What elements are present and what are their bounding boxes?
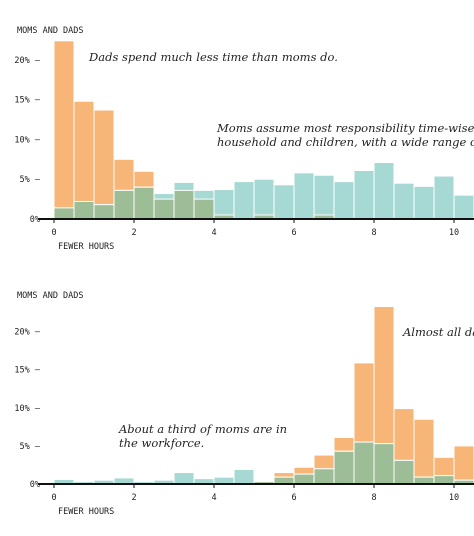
moms-bar — [233, 181, 255, 220]
moms-bar — [393, 182, 415, 220]
y-axis-ticks: 0% 5% – 10% – 15% – 20% – — [14, 328, 40, 490]
overlap-bar — [93, 204, 115, 220]
annotation-line: About a third of moms are in — [118, 422, 287, 436]
moms-bar — [233, 469, 255, 485]
overlap-bar — [413, 476, 435, 485]
y-tick-label: 5% – — [20, 442, 41, 452]
histogram-bars — [53, 40, 474, 220]
moms-bar — [353, 169, 375, 220]
overlap-bar — [373, 443, 395, 485]
y-tick-label: 15% – — [14, 366, 40, 376]
moms-bar — [333, 181, 355, 220]
x-tick-label: 4 — [211, 228, 216, 238]
chart-title: MOMS AND DADS — [17, 26, 84, 36]
x-axis-ticks: 0 2 4 6 8 10 — [51, 219, 459, 238]
x-tick-label: 10 — [449, 228, 459, 238]
y-axis-ticks: 0% 5% – 10% – 15% – 20% – — [14, 56, 40, 225]
annotation: About a third of moms are in the workfor… — [118, 422, 291, 450]
overlap-bar — [73, 201, 95, 220]
y-tick-label: 0% — [30, 480, 40, 490]
chart-panel-bottom: MOMS AND DADS 0% 5% – 10% – 15% – 20% – 0 2 4 6… — [14, 291, 474, 517]
annotation: Dads spend much less time than moms do. — [88, 50, 338, 64]
overlap-bar — [433, 475, 455, 485]
annotation: Almost all da — [402, 325, 474, 339]
y-tick-label: 0% — [30, 215, 40, 225]
x-axis-label: FEWER HOURS — [58, 507, 114, 517]
annotation-line: the workforce. — [119, 436, 204, 450]
overlap-bar — [333, 450, 355, 485]
x-tick-label: 8 — [371, 493, 376, 503]
moms-bar — [313, 174, 335, 220]
overlap-bar — [193, 198, 215, 220]
x-tick-label: 0 — [51, 228, 56, 238]
annotation-line: Almost all da — [402, 325, 474, 339]
annotation-line: Moms assume most responsibility time-wis… — [216, 121, 474, 135]
overlap-bar — [353, 441, 375, 485]
overlap-bar — [313, 468, 335, 485]
overlap-bar — [113, 189, 135, 220]
y-tick-label: 10% – — [14, 404, 40, 414]
x-tick-label: 2 — [131, 228, 136, 238]
x-tick-label: 0 — [51, 493, 56, 503]
x-tick-label: 8 — [371, 228, 376, 238]
overlap-bar — [53, 207, 75, 220]
y-tick-label: 5% – — [20, 175, 41, 185]
x-axis-label: FEWER HOURS — [58, 242, 114, 252]
histogram-bars — [53, 306, 474, 485]
moms-bar — [413, 185, 435, 220]
overlap-bar — [293, 473, 315, 485]
moms-bar — [373, 162, 395, 220]
x-tick-label: 10 — [449, 493, 459, 503]
chart-panel-top: MOMS AND DADS 0% 5% – 10% – 15% – 20% – 0 2 4 6… — [14, 26, 474, 252]
moms-bar — [293, 172, 315, 220]
y-tick-label: 20% – — [14, 56, 40, 66]
overlap-bar — [393, 459, 415, 485]
annotation-line: Dads spend much less time than moms do. — [88, 50, 338, 64]
annotation: Moms assume most responsibility time-wis… — [216, 121, 474, 149]
x-tick-label: 6 — [291, 493, 296, 503]
dads-bar — [93, 109, 115, 220]
overlap-bar — [153, 198, 175, 220]
chart-title: MOMS AND DADS — [17, 291, 84, 301]
x-tick-label: 4 — [211, 493, 216, 503]
moms-bar — [253, 178, 275, 220]
annotation-line: household and children, with a wide rang… — [217, 135, 474, 149]
moms-bar — [453, 194, 474, 220]
y-tick-label: 20% – — [14, 328, 40, 338]
overlap-bar — [173, 189, 195, 220]
x-tick-label: 2 — [131, 493, 136, 503]
moms-bar — [273, 184, 295, 220]
moms-bar — [173, 472, 195, 485]
moms-bar — [433, 175, 455, 220]
moms-bar — [213, 476, 235, 485]
dads-bar — [413, 418, 435, 485]
y-tick-label: 10% – — [14, 135, 40, 145]
overlap-bar — [273, 476, 295, 485]
y-tick-label: 15% – — [14, 96, 40, 106]
overlap-bar — [133, 186, 155, 220]
x-tick-label: 6 — [291, 228, 296, 238]
dads-bar — [53, 40, 75, 220]
dads-bar — [453, 445, 474, 485]
x-axis-ticks: 0 2 4 6 8 10 — [51, 484, 459, 503]
